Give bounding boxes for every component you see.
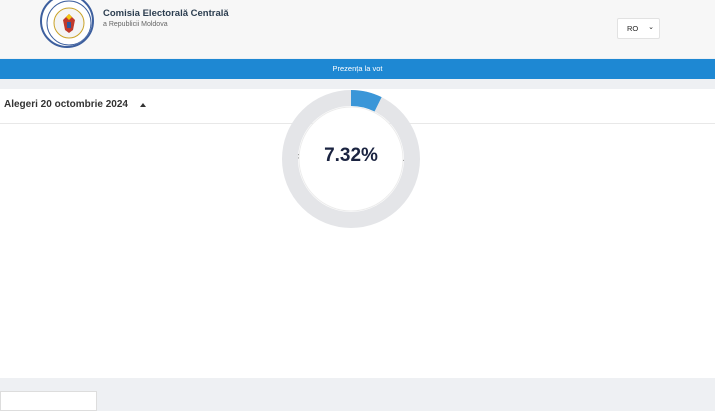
main-nav: Prezența la vot (0, 59, 715, 79)
caret-up-icon[interactable] (140, 103, 146, 107)
cec-logo[interactable] (40, 0, 94, 48)
nav-item-turnout[interactable]: Prezența la vot (332, 64, 383, 73)
donut-progress (282, 90, 420, 228)
turnout-donut-chart (282, 90, 420, 228)
language-select[interactable]: RO ⌄ (617, 18, 660, 39)
language-value: RO (627, 24, 639, 33)
turnout-percent: 7.32% (324, 145, 378, 166)
chevron-down-icon: ⌄ (648, 24, 654, 31)
election-title[interactable]: Alegeri 20 octombrie 2024 (4, 99, 128, 110)
filter-select[interactable] (0, 391, 97, 411)
org-subtitle: a Republicii Moldova (103, 21, 168, 28)
site-header: Comisia Electorală Centrală a Republicii… (0, 0, 715, 58)
org-name: Comisia Electorală Centrală (103, 8, 229, 19)
donut-inner-ring (298, 106, 404, 212)
